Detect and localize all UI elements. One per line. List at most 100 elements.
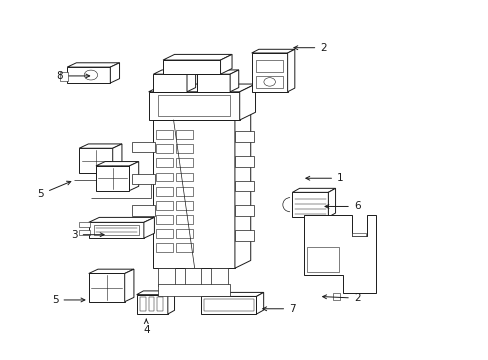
Circle shape bbox=[208, 302, 218, 309]
Bar bbox=[157, 297, 163, 311]
Polygon shape bbox=[251, 53, 287, 92]
Text: 2: 2 bbox=[293, 43, 326, 53]
Text: 4: 4 bbox=[142, 319, 149, 335]
Bar bbox=[176, 243, 193, 252]
Bar bbox=[156, 187, 172, 195]
Bar bbox=[148, 297, 154, 311]
Circle shape bbox=[232, 302, 242, 309]
Bar bbox=[210, 268, 227, 286]
Polygon shape bbox=[234, 112, 250, 268]
Polygon shape bbox=[304, 215, 376, 293]
Circle shape bbox=[264, 78, 275, 86]
Polygon shape bbox=[143, 217, 154, 238]
Bar bbox=[234, 181, 254, 191]
Bar bbox=[79, 222, 89, 227]
Bar bbox=[156, 229, 172, 238]
Bar bbox=[156, 158, 172, 167]
Polygon shape bbox=[167, 291, 174, 314]
Bar bbox=[60, 72, 67, 81]
Bar bbox=[234, 156, 254, 167]
Bar bbox=[256, 76, 282, 88]
Polygon shape bbox=[153, 70, 195, 74]
Bar bbox=[256, 60, 282, 72]
Bar bbox=[176, 172, 193, 181]
Bar bbox=[176, 158, 193, 167]
Circle shape bbox=[84, 70, 98, 80]
Circle shape bbox=[319, 251, 336, 264]
Bar bbox=[156, 201, 172, 210]
Text: 5: 5 bbox=[38, 181, 71, 199]
Polygon shape bbox=[251, 49, 294, 53]
Polygon shape bbox=[230, 70, 238, 92]
Bar bbox=[156, 172, 172, 181]
Polygon shape bbox=[153, 74, 186, 92]
Polygon shape bbox=[256, 292, 263, 314]
Bar bbox=[176, 130, 193, 139]
Bar bbox=[156, 243, 172, 252]
Bar bbox=[140, 297, 145, 311]
Polygon shape bbox=[186, 70, 195, 92]
Text: 3: 3 bbox=[71, 230, 104, 240]
Bar bbox=[176, 229, 193, 238]
Bar bbox=[132, 142, 155, 153]
Polygon shape bbox=[137, 294, 167, 314]
Polygon shape bbox=[67, 63, 119, 67]
Bar bbox=[184, 268, 201, 286]
Polygon shape bbox=[112, 144, 122, 173]
Bar bbox=[176, 144, 193, 153]
Text: 5: 5 bbox=[52, 295, 85, 305]
Bar bbox=[156, 130, 172, 139]
Polygon shape bbox=[196, 74, 230, 92]
Polygon shape bbox=[292, 188, 335, 192]
Bar bbox=[234, 131, 254, 142]
Polygon shape bbox=[124, 269, 134, 302]
Bar bbox=[158, 284, 230, 296]
Bar bbox=[156, 144, 172, 153]
Bar bbox=[234, 206, 254, 216]
Bar bbox=[306, 247, 339, 272]
Polygon shape bbox=[163, 54, 232, 60]
Bar bbox=[158, 268, 175, 286]
Polygon shape bbox=[153, 112, 250, 120]
Polygon shape bbox=[148, 84, 255, 92]
Polygon shape bbox=[220, 54, 232, 74]
Bar bbox=[79, 230, 89, 235]
Polygon shape bbox=[79, 148, 112, 173]
Polygon shape bbox=[148, 92, 239, 120]
Polygon shape bbox=[89, 217, 154, 222]
Polygon shape bbox=[67, 67, 110, 83]
Bar bbox=[234, 230, 254, 241]
Bar bbox=[93, 225, 139, 235]
Text: 1: 1 bbox=[305, 173, 343, 183]
Polygon shape bbox=[79, 144, 122, 148]
Polygon shape bbox=[89, 274, 124, 302]
Polygon shape bbox=[129, 162, 139, 190]
Polygon shape bbox=[201, 292, 263, 296]
Bar bbox=[176, 187, 193, 195]
Polygon shape bbox=[201, 296, 256, 314]
Bar bbox=[156, 215, 172, 224]
Text: 6: 6 bbox=[325, 202, 360, 211]
Bar bbox=[351, 233, 365, 237]
Bar bbox=[158, 95, 230, 117]
Bar bbox=[176, 201, 193, 210]
Polygon shape bbox=[89, 269, 134, 274]
Bar bbox=[132, 174, 155, 184]
Text: 8: 8 bbox=[57, 71, 89, 81]
Polygon shape bbox=[332, 293, 340, 300]
Polygon shape bbox=[153, 120, 234, 268]
Polygon shape bbox=[327, 188, 335, 217]
Polygon shape bbox=[89, 222, 143, 238]
Polygon shape bbox=[110, 63, 119, 83]
Bar bbox=[203, 299, 254, 311]
Polygon shape bbox=[239, 84, 255, 120]
Polygon shape bbox=[137, 291, 174, 294]
Polygon shape bbox=[96, 162, 139, 166]
Bar bbox=[132, 206, 155, 216]
Polygon shape bbox=[163, 60, 220, 74]
Bar bbox=[176, 215, 193, 224]
Polygon shape bbox=[292, 192, 327, 217]
Text: 2: 2 bbox=[322, 293, 360, 303]
Polygon shape bbox=[96, 166, 129, 190]
Polygon shape bbox=[196, 70, 238, 74]
